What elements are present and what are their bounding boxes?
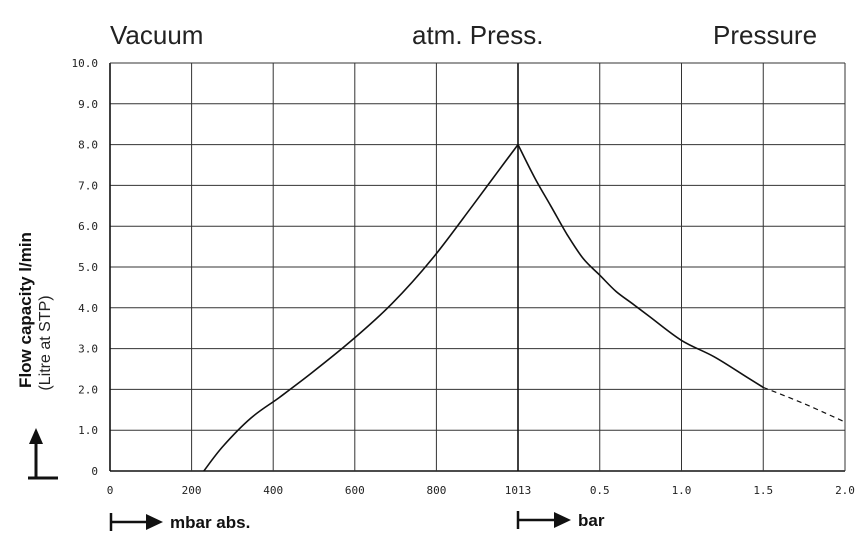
y-tick-label: 4.0 <box>78 302 98 315</box>
y-axis-label-group: Flow capacity l/min <box>16 232 35 388</box>
y-axis-sublabel-group: (Litre at STP) <box>37 295 54 390</box>
curve-layer <box>203 144 846 472</box>
x-tick-label-bar: 2.0 <box>835 484 855 497</box>
series-line-extrapolated <box>763 386 846 423</box>
y-tick-label: 1.0 <box>78 424 98 437</box>
series-line-vacuum <box>203 144 519 472</box>
x-tick-label-bar: 0.5 <box>590 484 610 497</box>
bar-axis-arrow-icon <box>516 511 571 529</box>
y-tick-label: 3.0 <box>78 343 98 356</box>
y-tick-label: 7.0 <box>78 179 98 192</box>
mbar-axis-label: mbar abs. <box>170 513 250 532</box>
bar-axis-label: bar <box>578 511 605 530</box>
x-tick-label-mbar: 600 <box>345 484 365 497</box>
y-axis-sublabel: (Litre at STP) <box>37 295 54 390</box>
y-tick-label: 6.0 <box>78 220 98 233</box>
mbar-axis-arrow-icon <box>109 513 163 531</box>
y-axis-label: Flow capacity l/min <box>16 232 35 388</box>
x-tick-label-mbar: 800 <box>426 484 446 497</box>
tick-layer: 0 1.0 2.0 3.0 4.0 5.0 6.0 7.0 8.0 9.0 10.0 0 200 400 6… <box>72 57 855 497</box>
y-tick-label: 2.0 <box>78 383 98 396</box>
y-axis-arrow-icon <box>28 428 58 480</box>
x-tick-label-mbar: 400 <box>263 484 283 497</box>
x-tick-label-mbar: 0 <box>107 484 114 497</box>
y-tick-label: 0 <box>91 465 98 478</box>
y-tick-label: 9.0 <box>78 98 98 111</box>
y-tick-label: 8.0 <box>78 139 98 152</box>
y-tick-label: 10.0 <box>72 57 99 70</box>
region-label-atm-press: atm. Press. <box>412 20 543 50</box>
region-label-pressure: Pressure <box>713 20 817 50</box>
x-tick-label-mbar: 200 <box>182 484 202 497</box>
grid-layer <box>109 62 846 472</box>
series-line-pressure <box>517 144 764 389</box>
y-tick-label: 5.0 <box>78 261 98 274</box>
x-tick-label-mbar: 1013 <box>505 484 532 497</box>
x-tick-label-bar: 1.0 <box>672 484 692 497</box>
region-label-vacuum: Vacuum <box>110 20 203 50</box>
x-tick-label-bar: 1.5 <box>753 484 773 497</box>
